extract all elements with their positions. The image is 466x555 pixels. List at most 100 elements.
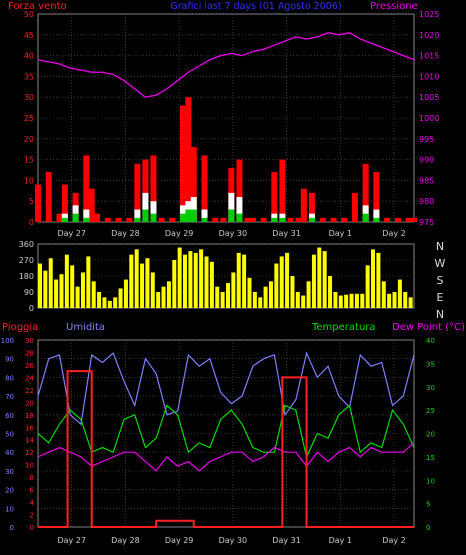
- rain-tick-label: 10: [25, 462, 34, 470]
- wind-force-label: Forza vento: [8, 1, 67, 12]
- calm-bar: [271, 217, 278, 222]
- x-tick-label: Day 31: [272, 536, 301, 545]
- wind-bar: [158, 217, 165, 222]
- y-right-tick-label: 35: [426, 360, 435, 368]
- y-right-tick-label: 1005: [419, 93, 439, 102]
- wind-bar: [150, 155, 157, 222]
- wind-bar: [411, 217, 417, 222]
- calm-bar: [142, 209, 149, 222]
- y-left-tick-label: 50: [24, 10, 34, 19]
- direction-bar: [279, 256, 284, 308]
- gust-bar: [373, 209, 380, 222]
- gust-bar: [142, 192, 149, 222]
- direction-bar: [199, 249, 204, 308]
- y-left-tick-label: 10: [24, 176, 34, 185]
- humidity-tick-label: 20: [5, 487, 14, 495]
- humidity-temperature-panel: 0102030405060708090100024681012141618202…: [1, 337, 435, 545]
- humidity-tick-label: 10: [5, 505, 14, 513]
- calm-bar: [134, 217, 141, 222]
- direction-bar: [295, 292, 300, 308]
- direction-bar: [188, 251, 193, 308]
- y-right-tick-label: 15: [426, 454, 435, 462]
- dewpoint-line: [37, 442, 415, 472]
- calm-bar: [279, 217, 286, 222]
- direction-bar: [376, 252, 381, 308]
- temperature-label: Temperatura: [311, 322, 376, 333]
- direction-bar: [38, 263, 42, 308]
- direction-bar: [123, 279, 128, 308]
- direction-bar: [204, 256, 209, 308]
- y-tick-label: 360: [19, 240, 34, 249]
- y-right-tick-label: 995: [419, 135, 434, 144]
- gust-bar: [201, 209, 208, 222]
- compass-letter: N: [436, 240, 444, 253]
- calm-bar: [373, 217, 380, 222]
- direction-bar: [70, 265, 75, 308]
- y-left-tick-label: 35: [24, 72, 34, 81]
- calm-bar: [72, 213, 79, 222]
- direction-bar: [311, 254, 316, 308]
- y-right-tick-label: 985: [419, 176, 434, 185]
- y-left-tick-label: 20: [24, 135, 34, 144]
- rain-tick-label: 26: [25, 362, 34, 370]
- wind-bar: [308, 192, 315, 222]
- direction-bar: [317, 247, 322, 308]
- y-right-tick-label: 990: [419, 156, 434, 165]
- calm-bar: [61, 217, 68, 222]
- direction-bar: [344, 294, 349, 308]
- y-right-tick-label: 10: [426, 477, 435, 485]
- wind-bar: [405, 217, 412, 222]
- y-left-tick-label: 45: [24, 31, 34, 40]
- rain-tick-label: 16: [25, 424, 34, 432]
- direction-bar: [134, 249, 139, 308]
- rain-tick-label: 6: [30, 487, 35, 495]
- direction-bar: [306, 281, 311, 308]
- wind-pressure-panel: 0510152025303540455097598098599099510001…: [24, 10, 440, 238]
- dewpoint-label: Dew Point (°C): [392, 322, 465, 333]
- wind-bar: [134, 163, 141, 222]
- y-right-tick-label: 1025: [419, 10, 439, 19]
- direction-bar: [59, 274, 64, 308]
- calm-bar: [83, 217, 90, 222]
- gust-bar: [236, 197, 243, 222]
- direction-bar: [86, 256, 91, 308]
- y-right-tick-label: 30: [426, 384, 435, 392]
- y-right-tick-label: 1015: [419, 52, 439, 61]
- x-tick-label: Day 28: [111, 229, 140, 238]
- wind-bar: [373, 172, 380, 222]
- y-tick-label: 90: [24, 288, 34, 297]
- direction-bar: [43, 270, 48, 308]
- humidity-tick-label: 100: [1, 337, 14, 345]
- wind-bar: [190, 147, 197, 222]
- direction-bar: [80, 272, 85, 308]
- humidity-tick-label: 40: [5, 449, 14, 457]
- wind-bar: [142, 159, 149, 222]
- calm-bar: [308, 217, 315, 222]
- direction-bar: [156, 292, 161, 308]
- wind-bar: [220, 217, 227, 222]
- direction-bar: [285, 252, 290, 308]
- y-right-tick-label: 975: [419, 218, 434, 227]
- direction-bar: [145, 258, 150, 308]
- humidity-label: Umidita: [66, 322, 105, 333]
- humidity-tick-label: 50: [5, 431, 14, 439]
- wind-bar: [83, 155, 90, 222]
- x-tick-label: Day 1: [329, 536, 352, 545]
- direction-bar: [91, 281, 96, 308]
- humidity-line: [37, 351, 415, 426]
- humidity-tick-label: 60: [5, 412, 14, 420]
- direction-bar: [274, 263, 279, 308]
- compass-letter: N: [436, 308, 444, 321]
- calm-bar: [150, 213, 157, 222]
- rain-tick-label: 8: [30, 474, 34, 482]
- direction-bar: [231, 272, 236, 308]
- direction-bar: [242, 254, 247, 308]
- wind-bar: [45, 172, 52, 222]
- rain-tick-label: 28: [25, 349, 34, 357]
- wind-bar: [384, 217, 391, 222]
- temperature-line: [37, 404, 415, 459]
- rain-tick-label: 22: [25, 387, 34, 395]
- rain-tick-label: 4: [30, 499, 35, 507]
- rain-tick-label: 14: [25, 437, 34, 445]
